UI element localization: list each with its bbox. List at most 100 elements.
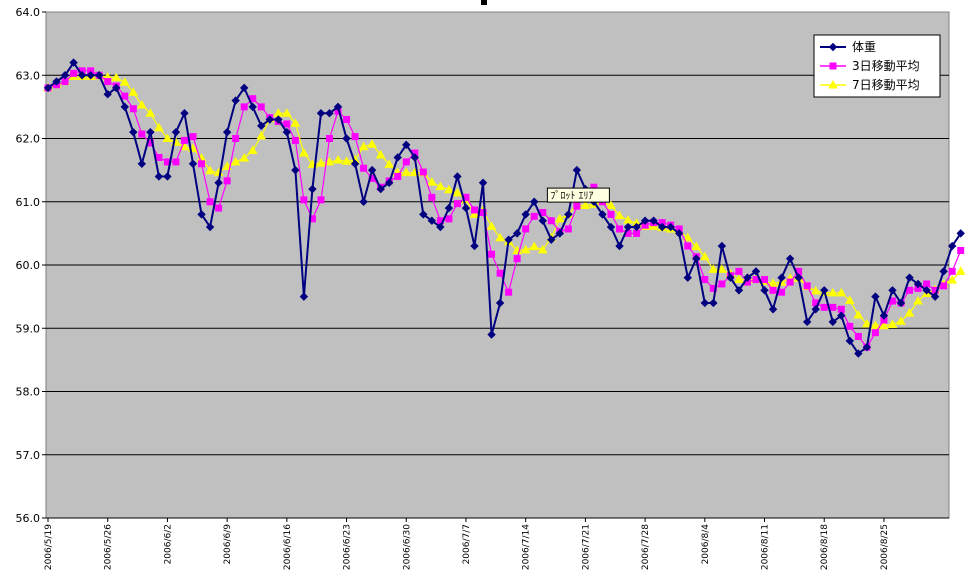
moving-average-7day-point <box>222 161 232 170</box>
legend-entry-weight[interactable]: 体重 <box>820 40 876 54</box>
weight-point <box>743 273 752 282</box>
moving-average-7day-point <box>879 320 889 330</box>
weight-point <box>436 222 445 232</box>
moving-average-3day-point <box>522 225 530 233</box>
weight-point <box>393 153 402 162</box>
moving-average-3day-point <box>505 288 513 296</box>
x-tick-label: 2006/7/7 <box>462 524 472 564</box>
moving-average-7day-point <box>358 141 369 151</box>
moving-average-3day-point <box>573 202 581 210</box>
moving-average-3day-point <box>419 168 427 176</box>
weight-point <box>828 317 837 327</box>
moving-average-3day-point <box>121 92 129 100</box>
moving-average-7day-point <box>128 87 139 96</box>
legend[interactable]: 体重 3日移動平均 7日移動平均 <box>813 34 941 98</box>
weight-point <box>879 311 889 320</box>
weight-point <box>129 127 138 137</box>
x-tick-label: 2006/7/21 <box>581 524 591 570</box>
weight-point <box>572 165 582 175</box>
moving-average-7day-point <box>239 153 250 162</box>
moving-average-3day-point <box>198 160 206 168</box>
y-tick-label: 61.0 <box>16 196 41 209</box>
weight-point <box>43 83 53 93</box>
moving-average-3day-point <box>343 116 351 124</box>
moving-average-3day-point <box>718 280 726 288</box>
moving-average-3day-point <box>633 229 641 237</box>
moving-average-3day-point <box>206 198 214 206</box>
x-axis: 2006/5/19 2006/5/26 2006/6/2 2006/6/9 2006/6… <box>44 517 949 570</box>
x-tick-label: 2006/6/30 <box>402 524 412 570</box>
y-tick-label: 57.0 <box>16 449 41 462</box>
weight-point <box>657 222 667 232</box>
moving-average-3day-point <box>138 130 146 138</box>
weight-point <box>461 203 471 213</box>
moving-average-3day-point <box>172 158 180 166</box>
legend-entry-3day[interactable]: 3日移動平均 <box>820 59 920 73</box>
weight-point <box>768 305 778 314</box>
moving-average-3day-point <box>351 133 359 141</box>
moving-average-7day-point <box>870 320 881 330</box>
weight-point <box>478 178 488 187</box>
moving-average-7day-point <box>836 287 847 297</box>
moving-average-3day-point <box>906 286 914 294</box>
moving-average-7day-point <box>162 133 173 142</box>
x-tick-label: 2006/5/19 <box>44 524 54 570</box>
moving-average-3day-point <box>215 204 223 212</box>
y-tick-label: 62.0 <box>16 133 41 146</box>
moving-average-7day-point <box>862 318 872 328</box>
x-tick-label: 2006/6/2 <box>163 524 173 564</box>
weight-point <box>86 71 95 80</box>
moving-average-7day-point <box>606 200 616 210</box>
moving-average-3day-point <box>769 286 777 294</box>
moving-average-3day-point <box>684 242 692 250</box>
moving-average-3day-point <box>360 164 368 172</box>
weight-point <box>112 83 121 93</box>
moving-average-3day-point <box>607 210 615 218</box>
weight-point <box>820 286 829 295</box>
legend-entry-7day[interactable]: 7日移動平均 <box>820 78 920 92</box>
weight-point <box>69 58 78 67</box>
moving-average-3day-point <box>240 103 248 111</box>
moving-average-3day-point <box>70 69 78 77</box>
moving-average-3day-point <box>453 200 461 208</box>
moving-average-3day-point <box>180 136 188 144</box>
y-tick-label: 60.0 <box>16 259 41 272</box>
y-axis: 56.0 57.0 58.0 59.0 60.0 61.0 62.0 63.0 64.0 <box>16 6 46 525</box>
y-tick-label: 58.0 <box>16 386 41 399</box>
weight-point <box>231 96 240 105</box>
moving-average-3day-point <box>530 212 538 220</box>
weight-point <box>922 286 931 295</box>
moving-average-3day-point <box>428 193 436 201</box>
moving-average-7day-point <box>205 165 215 175</box>
moving-average-7day-point <box>768 278 778 287</box>
moving-average-3day-point <box>471 206 478 214</box>
moving-average-7day-point <box>145 108 156 117</box>
weight-point <box>726 273 735 282</box>
moving-average-7day-point <box>486 221 497 230</box>
legend-label: 3日移動平均 <box>852 59 920 73</box>
weight-point <box>700 298 710 308</box>
weight-point <box>222 127 232 137</box>
weight-point <box>777 273 786 282</box>
weight-point <box>350 159 360 169</box>
moving-average-7day-point <box>520 244 531 254</box>
weight-point <box>862 343 872 352</box>
moving-average-7day-point <box>119 77 130 86</box>
moving-average-7day-point <box>367 139 378 148</box>
weight-point <box>188 159 198 169</box>
moving-average-3day-point <box>846 322 854 330</box>
weight-point <box>623 222 633 232</box>
moving-average-3day-point <box>513 255 521 263</box>
weight-point <box>666 222 675 232</box>
moving-average-7day-point <box>529 241 540 251</box>
weight-point <box>734 286 744 295</box>
moving-average-7day-point <box>281 108 292 117</box>
moving-average-3day-point <box>496 269 504 277</box>
moving-average-7day-point <box>887 319 898 328</box>
weight-point <box>888 286 897 295</box>
weight-point <box>444 203 454 213</box>
plot-area-tooltip: ﾌﾟﾛｯﾄ ｴﾘｱ <box>546 187 610 203</box>
moving-average-7day-point <box>290 118 301 127</box>
weight-point <box>564 210 573 219</box>
x-tick-label: 2006/8/18 <box>820 524 830 570</box>
